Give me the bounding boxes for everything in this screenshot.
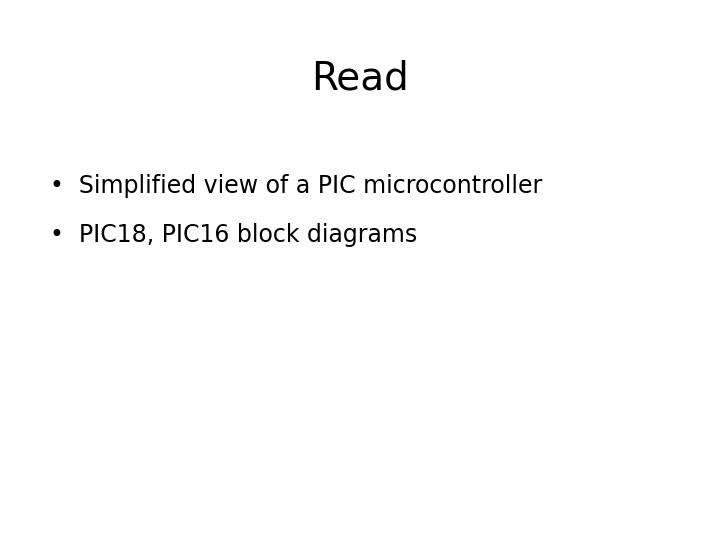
Text: •  Simplified view of a PIC microcontroller: • Simplified view of a PIC microcontroll… — [50, 174, 543, 198]
Text: •  PIC18, PIC16 block diagrams: • PIC18, PIC16 block diagrams — [50, 223, 418, 247]
Text: Read: Read — [311, 59, 409, 97]
